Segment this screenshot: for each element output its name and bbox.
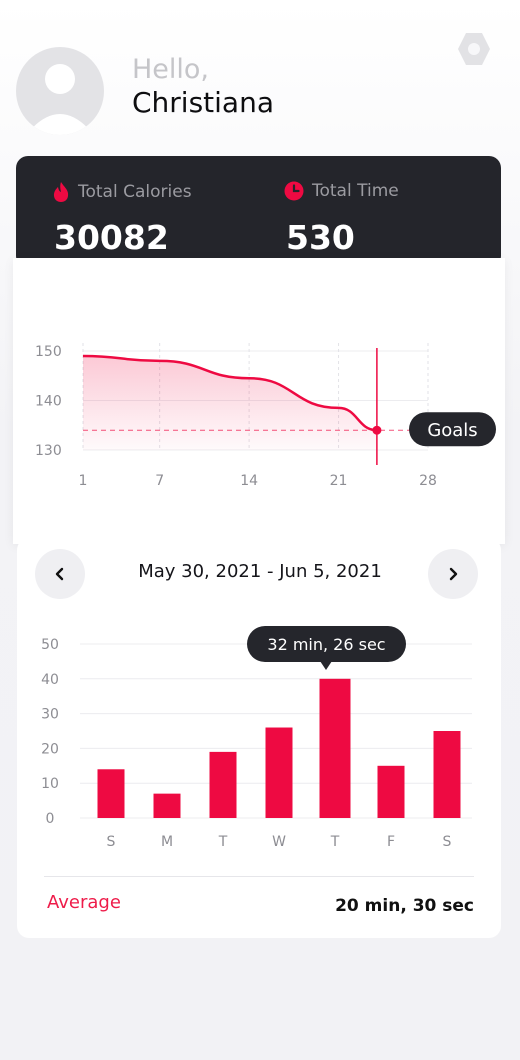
time-label-text: Total Time — [312, 181, 399, 201]
bar-5 — [377, 765, 405, 818]
bar-tooltip-tail — [320, 661, 332, 670]
total-calories-label: Total Calories — [52, 181, 192, 203]
average-label: Average — [47, 892, 121, 913]
bar-0 — [97, 769, 125, 818]
prev-week-button[interactable] — [35, 549, 85, 599]
x-tick-label: 28 — [419, 473, 437, 489]
user-name: Christiana — [132, 86, 274, 119]
y-tick-label: 130 — [35, 443, 62, 459]
bar-6 — [433, 731, 461, 818]
user-icon — [26, 64, 94, 135]
flame-icon — [53, 182, 69, 202]
weight-line — [82, 354, 378, 432]
y-tick-label: 50 — [41, 637, 59, 653]
hexagon-settings-icon — [458, 33, 490, 65]
bar-4 — [319, 678, 351, 818]
goals-pill — [409, 412, 496, 447]
y-tick-label: 40 — [41, 672, 59, 688]
x-tick-label: F — [387, 834, 395, 850]
y-tick-label: 0 — [46, 811, 55, 827]
settings-button[interactable] — [454, 29, 494, 69]
average-divider — [44, 876, 474, 877]
weight-area-fill — [83, 355, 377, 450]
bar-tooltip: 32 min, 26 sec — [247, 626, 406, 662]
x-tick-label: T — [330, 834, 340, 850]
y-tick-label: 150 — [35, 344, 62, 360]
bar-3 — [265, 727, 293, 818]
next-week-button[interactable] — [428, 549, 478, 599]
y-tick-label: 30 — [41, 707, 59, 723]
goals-label: Goals — [427, 420, 477, 441]
greeting: Hello, — [132, 54, 210, 85]
x-tick-label: S — [107, 834, 116, 850]
chevron-right-icon — [449, 567, 458, 581]
marker-point — [372, 425, 382, 435]
x-tick-label: 21 — [330, 473, 348, 489]
weight-chart-card: 130 140 150 1 7 14 21 28 Goals — [13, 258, 505, 544]
calories-label-text: Total Calories — [78, 182, 192, 202]
x-tick-label: 7 — [155, 473, 164, 489]
avatar[interactable] — [16, 47, 104, 135]
chevron-left-icon — [55, 567, 64, 581]
x-tick-label: T — [218, 834, 228, 850]
y-tick-label: 140 — [35, 394, 62, 410]
x-tick-label: W — [272, 834, 286, 850]
x-tick-label: M — [161, 834, 173, 850]
total-calories-value: 30082 — [54, 218, 169, 257]
date-range: May 30, 2021 - Jun 5, 2021 — [138, 561, 382, 582]
stats-card: Total Calories 30082 Total Time 530 — [16, 156, 501, 268]
average-value: 20 min, 30 sec — [335, 896, 474, 916]
weekly-bar-chart: 0 10 20 30 40 50 S M T W T F S — [41, 637, 472, 850]
y-tick-label: 20 — [41, 741, 59, 757]
total-time-label: Total Time — [284, 181, 399, 201]
x-tick-label: 14 — [240, 473, 258, 489]
y-tick-label: 10 — [41, 776, 59, 792]
bar-2 — [209, 751, 237, 818]
bar-1 — [153, 793, 181, 818]
x-tick-label: S — [443, 834, 452, 850]
x-tick-label: 1 — [79, 473, 88, 489]
weight-line-chart: 130 140 150 1 7 14 21 28 Goals — [35, 343, 496, 489]
clock-icon — [284, 181, 304, 201]
weekly-card — [17, 538, 501, 938]
total-time-value: 530 — [286, 218, 355, 257]
